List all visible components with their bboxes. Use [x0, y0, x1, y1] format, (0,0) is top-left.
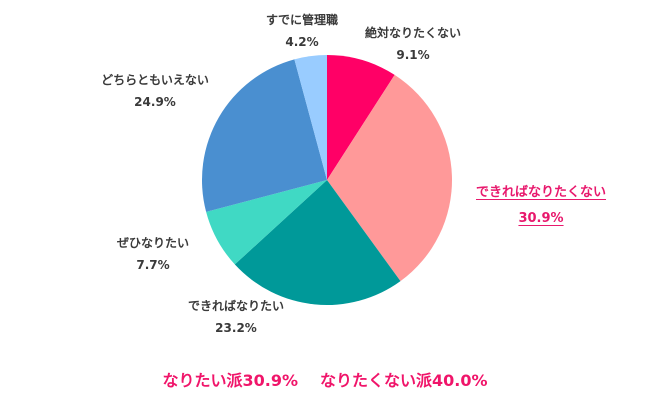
pie-slice — [327, 54, 395, 180]
label-name: ぜひなりたい — [116, 236, 190, 250]
pie-slice — [327, 74, 453, 282]
summary-not-want: なりたくない派40.0% — [320, 371, 488, 390]
label-rather-want: できればなりたい 23.2% — [188, 295, 284, 339]
label-name: 絶対なりたくない — [364, 26, 462, 40]
label-definitely-want: ぜひなりたい 7.7% — [117, 232, 189, 276]
pie-slice — [206, 180, 327, 265]
label-name: できればなりたくない — [475, 185, 607, 200]
label-name: すでに管理職 — [265, 13, 339, 27]
label-already-manager: すでに管理職 4.2% — [266, 9, 338, 53]
pie-slice — [201, 59, 327, 212]
label-pct: 30.9% — [518, 211, 564, 226]
label-pct: 23.2% — [215, 321, 257, 335]
label-pct: 9.1% — [396, 48, 430, 62]
summary-annotation: なりたい派30.9% なりたくない派40.0% — [0, 367, 650, 391]
label-rather-not: できればなりたくない 30.9% — [476, 180, 606, 232]
label-absolutely-not: 絶対なりたくない 9.1% — [365, 22, 461, 66]
label-pct: 4.2% — [285, 35, 319, 49]
label-name: どちらともいえない — [101, 73, 209, 87]
summary-want: なりたい派30.9% — [162, 371, 298, 390]
pie-slice — [294, 55, 327, 180]
label-neither: どちらともいえない 24.9% — [101, 69, 209, 113]
label-pct: 24.9% — [134, 95, 176, 109]
label-name: できればなりたい — [187, 299, 285, 313]
label-pct: 7.7% — [136, 258, 170, 272]
pie-slice — [234, 180, 401, 306]
